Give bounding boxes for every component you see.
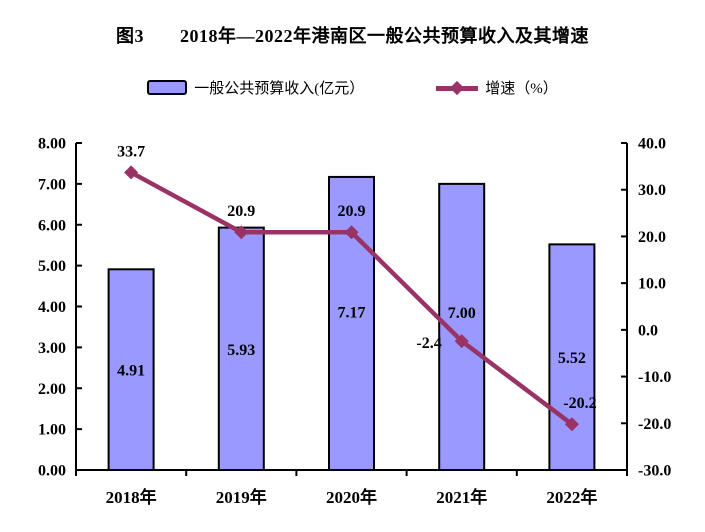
line-marker-2020年 (344, 225, 359, 240)
line-value-label: 33.7 (117, 143, 145, 160)
line-value-label: 20.9 (338, 203, 366, 220)
bar-value-label: 7.00 (448, 305, 476, 322)
left-axis-label: 0.00 (38, 463, 66, 480)
legend-item-revenue: 一般公共预算收入(亿元） (147, 77, 364, 98)
bar-series-swatch (147, 80, 188, 95)
x-category-label: 2018年 (106, 487, 157, 507)
left-axis-label: 3.00 (38, 340, 66, 357)
right-axis-label: 20.0 (638, 229, 666, 246)
right-axis-label: -30.0 (638, 463, 671, 480)
chart-title-text: 2018年—2022年港南区一般公共预算收入及其增速 (180, 26, 589, 46)
legend-item-growth: 增速（%） (436, 77, 558, 98)
right-axis-label: -20.0 (638, 416, 671, 433)
chart-title: 图3 2018年—2022年港南区一般公共预算收入及其增速 (0, 22, 705, 48)
right-axis-label: 30.0 (638, 182, 666, 199)
line-marker-2022年 (564, 417, 579, 432)
x-category-label: 2019年 (216, 487, 267, 507)
line-marker-2019年 (234, 225, 249, 240)
line-marker-2021年 (454, 334, 469, 349)
left-axis-label: 2.00 (38, 381, 66, 398)
right-axis-label: 10.0 (638, 276, 666, 293)
right-axis-label: 0.0 (638, 322, 658, 339)
right-axis-label: -10.0 (638, 369, 671, 386)
line-value-label: -2.4 (416, 335, 441, 352)
legend-label-growth: 增速（%） (485, 81, 558, 97)
x-category-label: 2020年 (326, 487, 377, 507)
bar-value-label: 7.17 (338, 304, 366, 321)
left-axis-label: 7.00 (38, 176, 66, 193)
left-axis-label: 4.00 (38, 299, 66, 316)
bar-2020年 (328, 175, 375, 472)
left-axis-label: 6.00 (38, 217, 66, 234)
left-axis-label: 5.00 (38, 258, 66, 275)
left-axis-label: 1.00 (38, 422, 66, 439)
chart-title-prefix: 图3 (116, 26, 144, 46)
bar-value-label: 5.93 (227, 342, 255, 359)
bar-value-label: 4.91 (117, 363, 145, 380)
bar-value-label: 5.52 (558, 350, 586, 367)
x-category-label: 2022年 (546, 487, 597, 507)
line-marker-2018年 (124, 165, 139, 180)
line-series-swatch (436, 80, 479, 96)
bar-2022年 (548, 243, 596, 471)
right-axis-label: 40.0 (638, 136, 666, 153)
left-axis-label: 8.00 (38, 136, 66, 153)
bar-2018年 (107, 268, 155, 471)
line-value-label: -20.2 (563, 395, 596, 412)
legend-label-revenue: 一般公共预算收入(亿元） (194, 81, 365, 97)
line-value-label: 20.9 (227, 203, 255, 220)
x-category-label: 2021年 (436, 487, 487, 507)
legend: 一般公共预算收入(亿元） 增速（%） (0, 77, 705, 98)
